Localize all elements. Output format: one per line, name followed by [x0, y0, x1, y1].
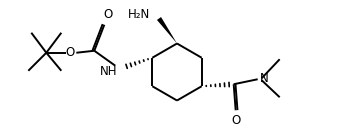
Text: O: O	[66, 46, 75, 59]
Text: NH: NH	[99, 65, 117, 78]
Text: O: O	[231, 114, 240, 127]
Polygon shape	[157, 17, 177, 43]
Text: N: N	[260, 72, 269, 85]
Text: O: O	[104, 8, 113, 21]
Text: H₂N: H₂N	[128, 8, 150, 21]
